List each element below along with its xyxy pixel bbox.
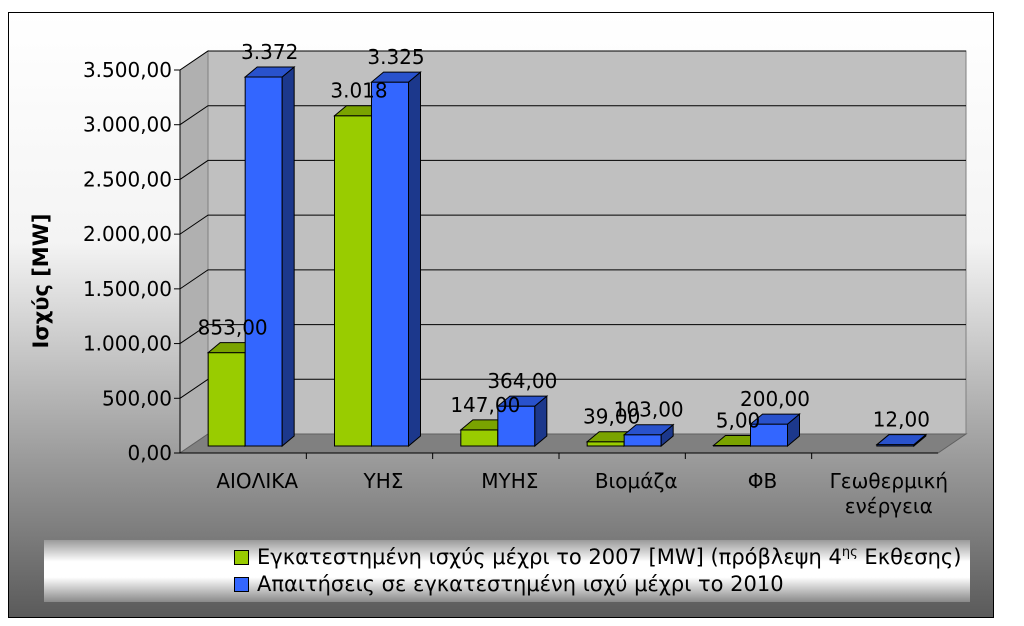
- gridline: [179, 50, 966, 71]
- bar-required-2010: [496, 395, 549, 448]
- gridline: [179, 324, 966, 344]
- data-label: 3.018: [330, 79, 387, 103]
- data-label: 3.372: [241, 40, 298, 64]
- data-label: 12,00: [873, 408, 930, 432]
- x-tick-label: ΦΒ: [748, 469, 777, 493]
- x-tick-label: ΥΗΣ: [363, 469, 404, 493]
- bar-required-2010: [370, 71, 422, 448]
- gridline: [179, 269, 966, 290]
- legend-background: [44, 540, 970, 602]
- legend-label: Εγκατεστημένη ισχύς μέχρι το 2007 [MW] (…: [257, 545, 962, 569]
- data-label: 5,00: [716, 408, 761, 432]
- y-tick-label: 3.000,00: [83, 113, 172, 137]
- data-label: 103,00: [614, 398, 684, 422]
- data-label: 3.325: [367, 45, 424, 69]
- x-tick-label: ΜΥΗΣ: [481, 469, 538, 493]
- y-tick-label: 3.500,00: [83, 58, 172, 82]
- plot-side-wall: [179, 50, 209, 454]
- chart-container: 0,00 500,00 1.000,00 1.500,00 2.000,00 2.500,…: [8, 12, 994, 618]
- legend: Εγκατεστημένη ισχύς μέχρι το 2007 [MW] (…: [44, 540, 970, 602]
- legend-item-required-2010: Απαιτήσεις σε εγκατεστημένη ισχύ μέχρι τ…: [234, 571, 784, 597]
- y-tick-label: 1.500,00: [83, 277, 172, 301]
- y-tick-label: 1.000,00: [83, 332, 172, 356]
- bar-required-2010: [243, 65, 296, 448]
- y-tick-label: 2.500,00: [83, 167, 172, 191]
- bar-required-2010: [622, 423, 675, 448]
- legend-item-installed-2007: Εγκατεστημένη ισχύς μέχρι το 2007 [MW] (…: [234, 544, 961, 570]
- y-axis-title: Ισχύς [MW]: [29, 214, 53, 349]
- legend-swatch-green: [234, 549, 249, 565]
- legend-swatch-blue: [234, 576, 249, 592]
- bar-chart: 0,00 500,00 1.000,00 1.500,00 2.000,00 2.500,…: [8, 12, 994, 618]
- data-label: 39,00: [583, 405, 640, 429]
- plot-back-wall: [207, 50, 967, 435]
- data-label: 853,00: [198, 316, 268, 340]
- x-tick-label: ΑΙΟΛΙΚΑ: [216, 469, 298, 493]
- plot-floor: [178, 433, 968, 454]
- data-label: 147,00: [450, 393, 520, 417]
- gridline: [179, 214, 966, 235]
- x-tick-label: Γεωθερμική ενέργεια: [830, 469, 948, 518]
- y-tick-label: 500,00: [102, 386, 172, 410]
- gridline: [179, 159, 966, 180]
- y-tick-label: 2.000,00: [83, 222, 172, 246]
- gridline: [179, 105, 966, 126]
- legend-label: Απαιτήσεις σε εγκατεστημένη ισχύ μέχρι τ…: [257, 572, 784, 596]
- x-tick-label: Βιομάζα: [595, 469, 678, 493]
- bar-required-2010: [749, 413, 801, 448]
- bar-required-2010: [875, 433, 928, 448]
- y-tick-label: 0,00: [127, 441, 172, 465]
- data-label: 364,00: [487, 369, 557, 393]
- data-label: 200,00: [740, 387, 810, 411]
